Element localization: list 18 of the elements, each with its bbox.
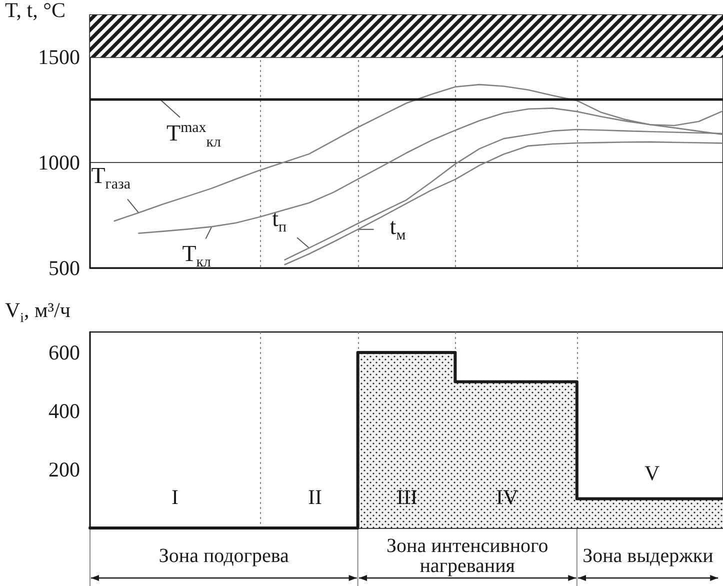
series-label: t$_{м}$ (390, 214, 406, 244)
y-axis-title: V$_{i}$, м³/ч (5, 298, 70, 325)
y-tick-label: 1500 (38, 45, 80, 70)
y-tick-label: 500 (48, 256, 80, 280)
series-label: T$_{газа}$ (91, 163, 131, 193)
y-axis-title: T, t, °C (5, 0, 66, 22)
text: Зона интенсивного нагревания (385, 535, 550, 577)
text: Зона подогрева (158, 545, 290, 567)
series-label: T$_{кл}$ (182, 241, 211, 271)
annotation: V (644, 460, 660, 484)
y-tick-label: 400 (48, 398, 80, 423)
series-label: t$_{п}$ (272, 206, 286, 236)
text: Зона выдержки (582, 545, 714, 567)
annotation: II (308, 484, 322, 508)
annotation: I (172, 484, 178, 508)
y-tick-label: 1000 (38, 150, 80, 175)
y-tick-label: 600 (48, 340, 80, 364)
y-tick-label: 200 (48, 457, 80, 482)
